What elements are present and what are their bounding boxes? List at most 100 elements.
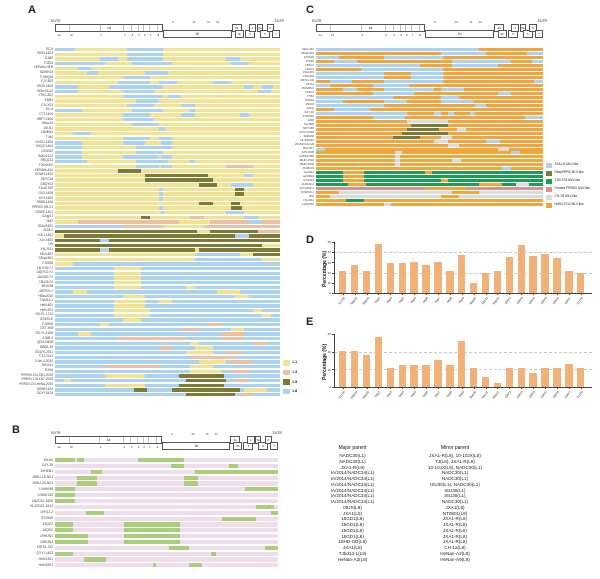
major-parent-entry: IA/2014/NADC34(L1) (330, 499, 375, 504)
recomb-segment (316, 111, 407, 115)
recomb-segment (411, 123, 448, 127)
bar (505, 368, 514, 387)
strain-row (55, 336, 280, 341)
bar (458, 255, 466, 293)
x-tick (390, 293, 392, 295)
recomb-segment (160, 164, 172, 168)
strain-row (316, 75, 543, 79)
strain-row (55, 294, 280, 299)
panel-a-genome-map: 1a 1b 2a 2b 3 4 5a 5 6 7 1a 1b 2 3 4 5 6 7 8 9 10 11 12 5'UTR 3'… (19, 19, 284, 402)
recomb-segment (122, 75, 150, 80)
recomb-segment (217, 290, 240, 294)
strain-label: 15HD-1606 (299, 162, 314, 167)
bar (493, 270, 502, 293)
strain-label: HeN1501 (38, 562, 53, 567)
recomb-segment (190, 355, 235, 359)
recomb-segment (497, 91, 512, 95)
strain-row (55, 364, 280, 369)
panel-label-e: E (306, 316, 314, 328)
strain-row (316, 79, 543, 83)
x-tick (509, 293, 511, 295)
strain-label: YTHC-801 (37, 93, 53, 98)
strain-row (316, 91, 543, 95)
strain-label: SY0909 (40, 516, 53, 521)
genome-orf-box-1a: 1a (316, 24, 425, 32)
strain-label: JSNU-19-N01 (31, 475, 53, 480)
strain-row (55, 141, 280, 145)
strain-label: SDYC45 (40, 177, 53, 182)
recomb-segment (239, 392, 253, 397)
minor-parent-entry: JXA1-R(L8) (443, 527, 467, 533)
strain-label: GDQYL2011 (34, 349, 53, 354)
recomb-segment (181, 113, 195, 117)
recomb-segment (55, 522, 73, 527)
recomb-segment (452, 191, 480, 195)
strain-row (55, 510, 278, 515)
strain-label: JXEF02-1 (38, 288, 53, 293)
strain-row (55, 383, 280, 387)
strain-label: SDbz16-02 (37, 88, 53, 93)
strain-row (316, 171, 543, 175)
major-parent-entry: IA/2014/NADC34(L1) (330, 487, 375, 493)
strain-label: GX2416 (303, 177, 314, 182)
recomb-segment (140, 215, 150, 220)
strain-label: GX06 (44, 368, 53, 373)
strain-label: 15HUN2 (302, 74, 314, 79)
strain-row (316, 99, 543, 103)
bar (565, 270, 573, 293)
recomb-segment (316, 75, 385, 79)
genome-divider (99, 437, 100, 443)
recomb-segment (452, 159, 462, 163)
legend-swatch (546, 171, 552, 176)
recomb-segment (113, 299, 145, 304)
recomb-segment (316, 48, 480, 51)
recomb-segment (104, 374, 145, 378)
recomb-segment (253, 253, 280, 257)
strain-label: XJu-1601 (39, 237, 53, 242)
strain-label: JXTQ102-1 (299, 185, 314, 190)
recomb-segment (316, 95, 394, 99)
recomb-segment (55, 145, 82, 150)
recomb-segment (163, 225, 204, 229)
recomb-segment (172, 388, 240, 392)
strain-label: sqW9E3 (303, 173, 314, 178)
genome-divider (384, 25, 386, 31)
recomb-segment (77, 481, 98, 486)
strain-label: 19HUN2 (39, 539, 53, 544)
minor-parent-entry: TJ(L8), JXA1-R(L8) (435, 458, 475, 464)
panel-label-a: A (28, 4, 36, 16)
recomb-segment (196, 229, 211, 234)
strain-row (55, 150, 280, 154)
recomb-segment (100, 322, 109, 327)
recomb-segment (158, 187, 163, 192)
strain-row (316, 55, 543, 59)
strain-label: FJND63-1 (300, 189, 314, 194)
strain-row (55, 308, 280, 313)
recomb-segment (226, 57, 240, 61)
strain-label: SN0202 (303, 134, 314, 139)
strain-label: LNZD10-1608 (31, 498, 53, 503)
legend-swatch (283, 379, 290, 385)
genome-divider (156, 25, 158, 31)
genome-num-label: 1a (57, 33, 61, 37)
strain-label: DW (309, 193, 314, 198)
strain-label: HeN-901 (40, 307, 53, 312)
recomb-segment (447, 111, 455, 115)
strain-row (316, 103, 543, 107)
strain-label: HeN-801 (40, 302, 53, 307)
bar (541, 254, 549, 293)
strain-label: 15SC3 (305, 66, 314, 71)
legend-swatch (283, 360, 290, 366)
strain-label: DJY-19 (42, 463, 53, 468)
major-parent-entry: IA/2014/NADC34(L1) (330, 481, 375, 487)
strain-row (55, 281, 280, 285)
recomb-segment (118, 169, 141, 173)
recomb-segment (190, 159, 195, 164)
strain-row (316, 155, 543, 159)
recomb-segment (384, 79, 444, 83)
recomb-segment (479, 183, 503, 187)
strain-row (55, 522, 278, 527)
recomb-segment (248, 220, 262, 224)
recomb-segment (124, 539, 180, 545)
recomb-segment (55, 61, 105, 66)
